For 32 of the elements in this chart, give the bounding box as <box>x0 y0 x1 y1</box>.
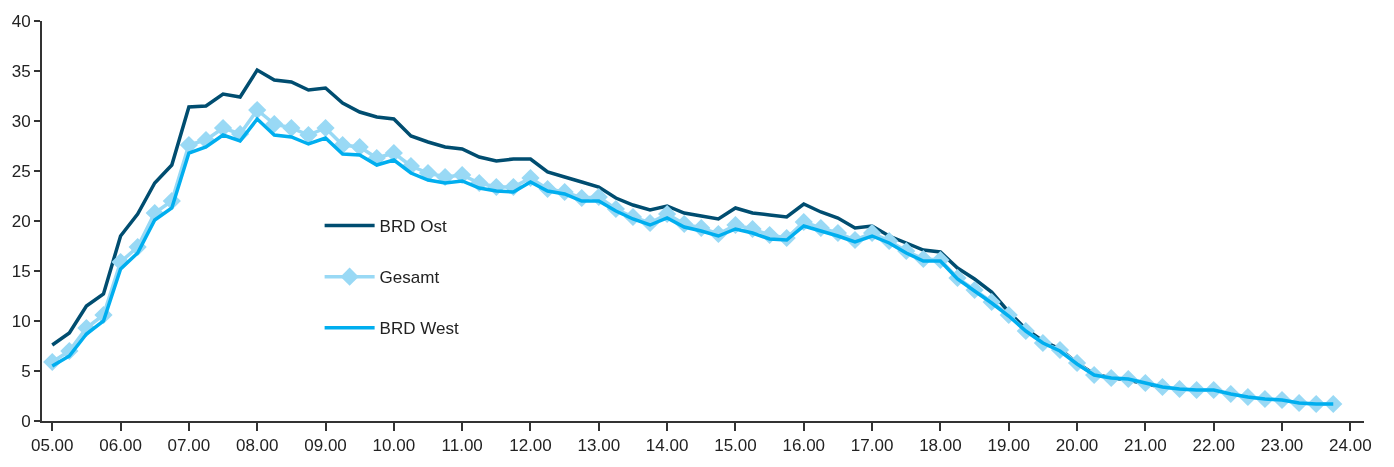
y-tick-label: 15 <box>11 261 31 281</box>
x-tick-label: 15.00 <box>714 436 757 456</box>
y-tick-label: 30 <box>11 111 31 131</box>
y-tick-label: 0 <box>21 411 31 431</box>
x-tick-label: 05.00 <box>30 436 74 456</box>
y-tick-label: 10 <box>11 311 31 331</box>
x-tick-label: 23.00 <box>1260 436 1304 456</box>
y-tick-label: 40 <box>11 11 31 31</box>
x-tick-label: 22.00 <box>1192 436 1235 456</box>
x-tick-label: 24.00 <box>1329 436 1372 456</box>
x-tick-label: 08.00 <box>235 436 279 456</box>
x-tick-label: 20.00 <box>1055 436 1099 456</box>
y-tick-label: 20 <box>11 211 31 231</box>
x-tick-label: 14.00 <box>645 436 689 456</box>
x-tick-label: 11.00 <box>441 436 483 456</box>
legend-label: Gesamt <box>379 268 440 288</box>
x-tick-label: 10.00 <box>372 436 416 456</box>
x-tick-label: 07.00 <box>167 436 211 456</box>
x-tick-label: 17.00 <box>850 436 894 456</box>
x-tick-label: 16.00 <box>782 436 826 456</box>
x-tick-label: 18.00 <box>919 436 962 456</box>
legend-label: BRD Ost <box>379 217 447 237</box>
y-tick-label: 25 <box>11 161 31 181</box>
x-tick-label: 21.00 <box>1124 436 1167 456</box>
y-tick-label: 35 <box>11 61 31 81</box>
legend-label: BRD West <box>379 319 459 339</box>
x-tick-label: 09.00 <box>304 436 347 456</box>
x-tick-label: 19.00 <box>987 436 1030 456</box>
x-tick-label: 13.00 <box>577 436 621 456</box>
y-tick-label: 5 <box>21 361 31 381</box>
x-tick-label: 06.00 <box>99 436 142 456</box>
x-tick-label: 12.00 <box>509 436 552 456</box>
